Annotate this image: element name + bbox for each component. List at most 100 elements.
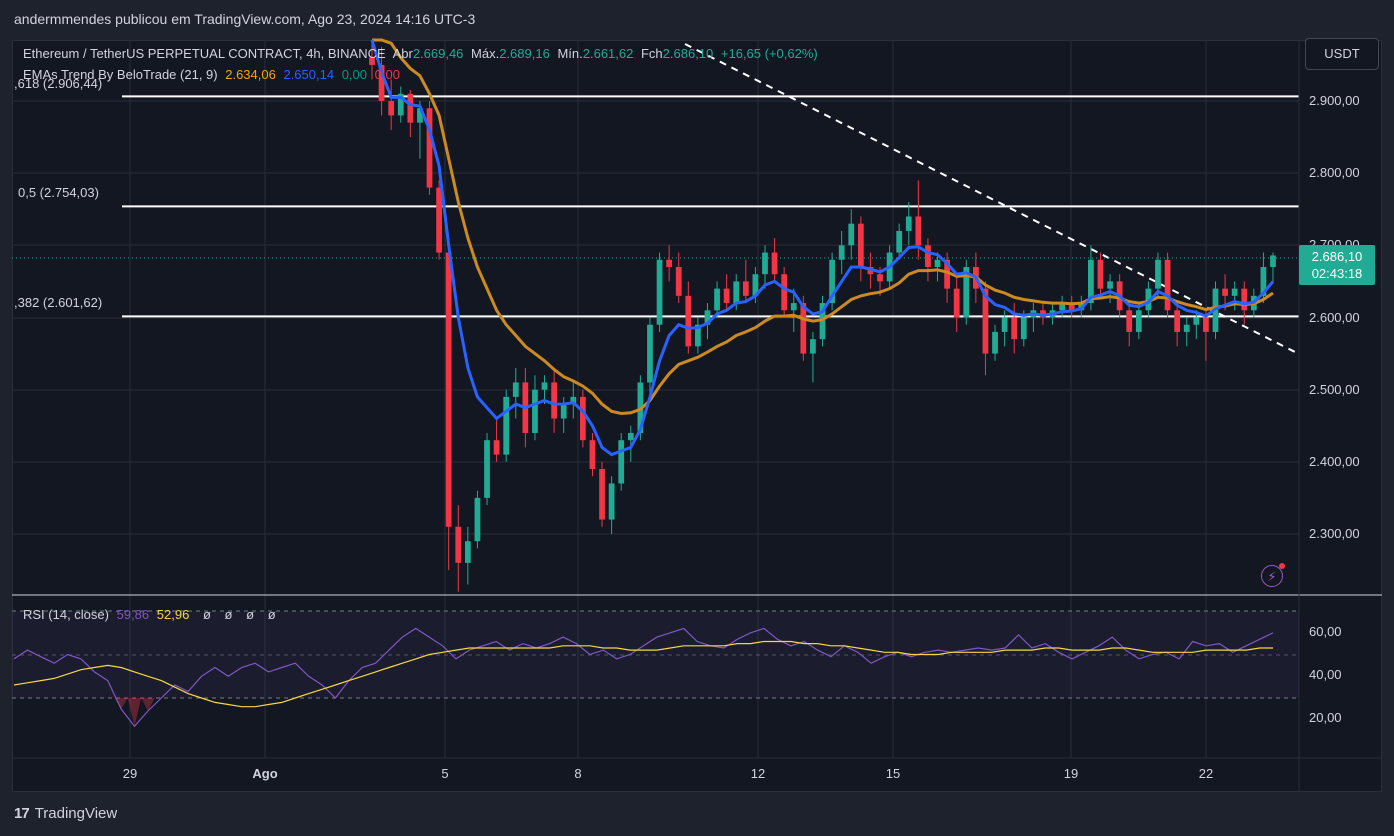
rsi-ma-line <box>13 640 1273 708</box>
rsi-ma-value: 52,96 <box>156 607 190 622</box>
price-tick-4: 2.500,00 <box>1309 382 1360 397</box>
ema-indicator-name[interactable]: EMAs Trend By BeloTrade (21, 9) <box>23 67 218 82</box>
candle-body-31 <box>666 259 673 267</box>
candle-body-77 <box>1107 281 1113 289</box>
published-by-text: andermmendes publicou em TradingView.com… <box>14 11 476 27</box>
trend-line[interactable] <box>684 43 1300 355</box>
high-label: Máx. <box>471 46 500 61</box>
candle-body-15 <box>512 382 519 397</box>
candle-body-9 <box>455 526 462 563</box>
candle-body-86 <box>1193 317 1200 325</box>
candle-body-84 <box>1174 310 1181 332</box>
low-label: Mín. <box>557 46 583 61</box>
fib-label-618: ,618 (2.906,44) <box>14 76 103 91</box>
candle-body-94 <box>1270 255 1276 267</box>
candle-body-76 <box>1097 259 1104 289</box>
time-tick-4: 12 <box>750 766 766 781</box>
candle-body-93 <box>1260 266 1267 296</box>
currency-button[interactable]: USDT <box>1305 38 1379 70</box>
publish-header: andermmendes publicou em TradingView.com… <box>0 0 1394 40</box>
price-tick-5: 2.400,00 <box>1309 454 1360 469</box>
rsi-extra-2: ø <box>224 607 233 622</box>
candle-body-56 <box>905 216 912 231</box>
ema-legend[interactable]: EMAs Trend By BeloTrade (21, 9) 2.634,06… <box>23 67 404 82</box>
symbol-legend[interactable]: Ethereum / TetherUS PERPETUAL CONTRACT, … <box>23 46 822 61</box>
candle-body-75 <box>1088 259 1094 304</box>
candle-body-72 <box>1059 303 1066 311</box>
ema-value-3: 0,00 <box>341 67 368 82</box>
candle-body-11 <box>474 497 481 542</box>
time-tick-1: Ago <box>252 766 278 781</box>
candle-body-34 <box>695 324 701 347</box>
candle-body-83 <box>1164 259 1171 311</box>
candle-body-26 <box>618 440 625 484</box>
tradingview-logo[interactable]: 17 TradingView <box>14 805 117 822</box>
rsi-indicator-name[interactable]: RSI (14, close) <box>23 607 109 622</box>
bar-countdown: 02:43:18 <box>1311 266 1363 281</box>
rsi-oversold-fill <box>114 698 155 727</box>
candle-body-87 <box>1203 317 1209 332</box>
open-label: Abr <box>392 46 413 61</box>
candle-body-32 <box>675 266 682 296</box>
ema-fast-line <box>370 39 1275 457</box>
candle-body-13 <box>493 440 500 455</box>
candle-body-90 <box>1231 288 1238 296</box>
time-tick-0: 29 <box>122 766 138 781</box>
candle-body-35 <box>704 310 711 325</box>
time-tick-6: 19 <box>1063 766 1079 781</box>
ema-value-4: 0,00 <box>374 67 400 82</box>
candle-body-20 <box>560 404 567 419</box>
price-tick-3: 2.600,00 <box>1309 310 1360 325</box>
rsi-line <box>13 627 1274 728</box>
candle-body-5 <box>417 108 423 123</box>
candle-body-1 <box>378 64 385 101</box>
rsi-tick-1: 40,00 <box>1309 667 1342 682</box>
candle-body-12 <box>484 440 490 498</box>
candle-body-4 <box>407 93 414 123</box>
candle-body-49 <box>838 245 845 260</box>
change-value: +16,65 (+0,62%) <box>720 46 818 61</box>
time-tick-7: 22 <box>1198 766 1214 781</box>
high-value: 2.689,16 <box>499 46 550 61</box>
candle-body-80 <box>1135 310 1142 332</box>
fib-lines[interactable] <box>122 95 1299 318</box>
candle-body-55 <box>896 230 903 253</box>
candle-body-48 <box>829 259 835 304</box>
rsi-tick-2: 20,00 <box>1309 710 1342 725</box>
low-value: 2.661,62 <box>582 46 634 61</box>
candle-body-3 <box>397 93 404 116</box>
candle-body-8 <box>445 252 452 527</box>
candle-body-51 <box>857 223 864 267</box>
candle-body-38 <box>733 281 740 304</box>
rsi-extra-1: ø <box>202 607 211 622</box>
fib-label-500: 0,5 (2.754,03) <box>18 185 99 200</box>
candle-body-24 <box>599 469 605 520</box>
price-tick-1: 2.800,00 <box>1309 165 1360 180</box>
candle-body-45 <box>800 303 807 354</box>
rsi-legend[interactable]: RSI (14, close) 59,86 52,96 ø ø ø ø <box>23 607 280 622</box>
candle-body-57 <box>915 216 922 246</box>
candle-body-41 <box>762 252 768 275</box>
bolt-icon[interactable]: ⚡ <box>1261 563 1285 587</box>
time-tick-3: 8 <box>574 766 582 781</box>
open-value: 2.669,46 <box>412 46 464 61</box>
candle-body-79 <box>1126 310 1133 332</box>
symbol-name[interactable]: Ethereum / TetherUS PERPETUAL CONTRACT, … <box>23 46 386 61</box>
candle-body-40 <box>752 274 759 296</box>
rsi-tick-0: 60,00 <box>1309 624 1342 639</box>
candle-body-53 <box>877 274 883 282</box>
candle-body-62 <box>963 266 970 318</box>
candle-body-44 <box>790 303 797 311</box>
candle-body-33 <box>685 295 692 347</box>
footer: 17 TradingView <box>0 792 1394 836</box>
candle-body-23 <box>589 440 596 470</box>
candle-body-17 <box>532 389 538 433</box>
candle-body-67 <box>1011 317 1018 340</box>
chart-frame[interactable] <box>12 40 1382 792</box>
candle-body-25 <box>608 483 615 520</box>
candle-body-68 <box>1020 317 1027 340</box>
candle-body-85 <box>1183 324 1190 332</box>
candle-body-27 <box>627 432 634 441</box>
candle-body-65 <box>992 331 998 354</box>
